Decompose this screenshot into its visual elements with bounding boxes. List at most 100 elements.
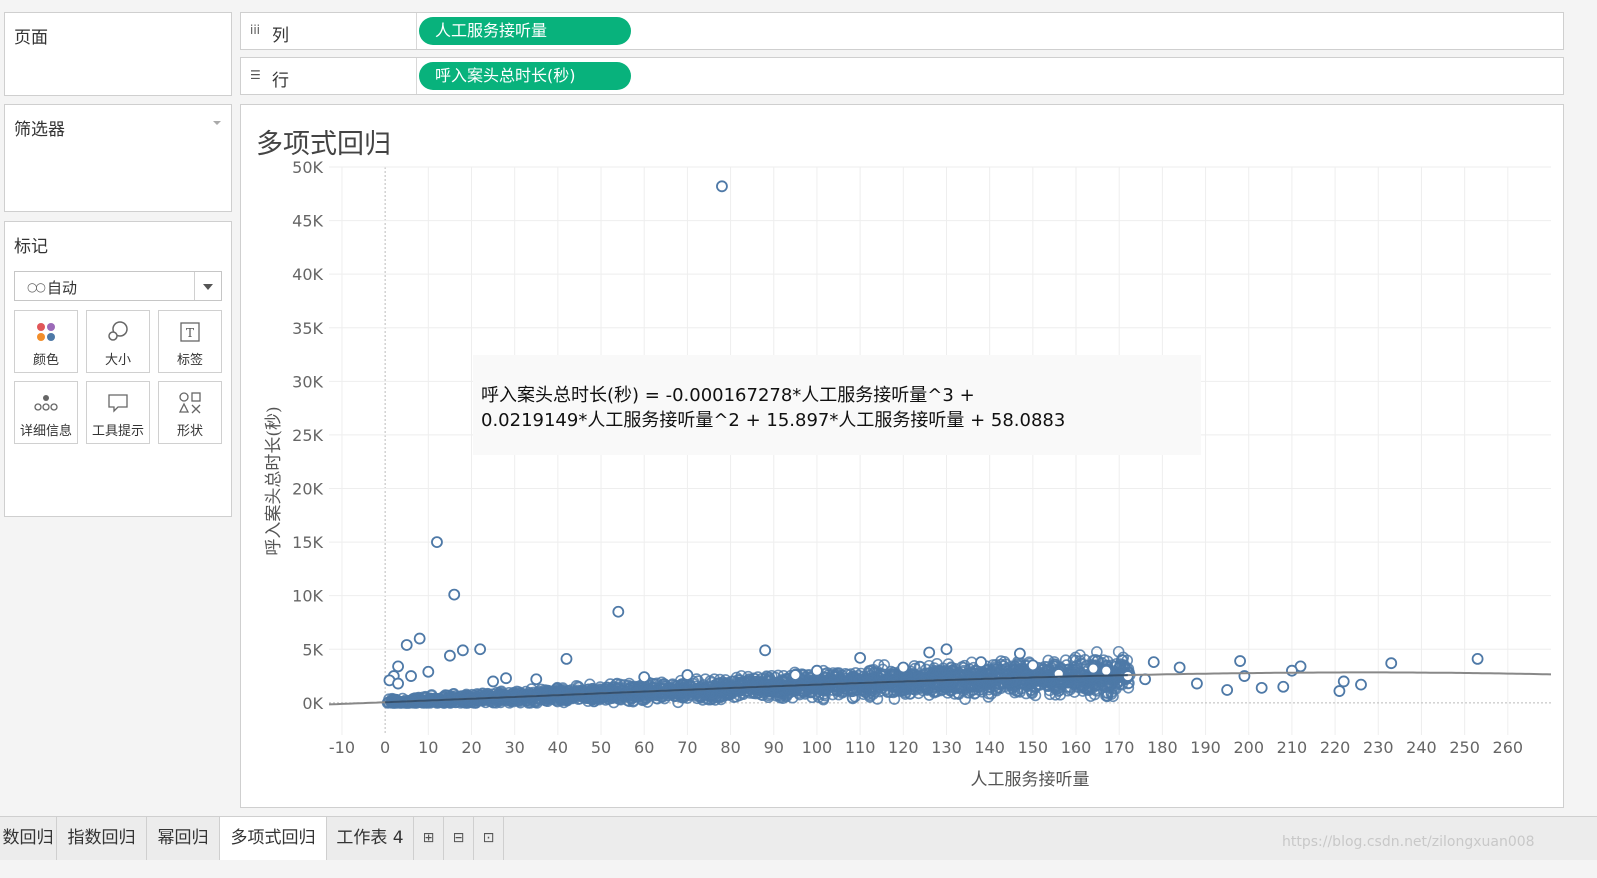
data-point bbox=[1087, 662, 1100, 675]
data-point bbox=[759, 644, 772, 657]
data-point bbox=[716, 180, 728, 193]
data-point bbox=[560, 653, 573, 665]
data-point bbox=[871, 693, 884, 705]
x-tick-label: 220 bbox=[1320, 738, 1351, 757]
sheet-title: 多项式回归 bbox=[256, 129, 391, 160]
columns-field-pill[interactable]: 人工服务接听量 bbox=[419, 17, 631, 45]
data-point bbox=[1013, 647, 1026, 660]
x-tick-label: 260 bbox=[1493, 738, 1524, 757]
data-point bbox=[1064, 683, 1077, 696]
y-tick-label: 20K bbox=[292, 480, 323, 499]
data-point bbox=[948, 662, 961, 675]
marks-title: 标记 bbox=[14, 237, 48, 257]
x-tick-label: 80 bbox=[720, 738, 740, 757]
data-point bbox=[658, 682, 671, 695]
filters-panel[interactable]: 筛选器 bbox=[4, 104, 232, 212]
data-point bbox=[854, 651, 867, 664]
size-button[interactable]: 大小 bbox=[86, 310, 150, 373]
shelf-divider bbox=[416, 58, 417, 94]
data-point bbox=[872, 659, 885, 671]
data-point bbox=[636, 693, 649, 706]
mark-type-value: 自动 bbox=[47, 279, 78, 297]
y-tick-label: 50K bbox=[292, 158, 323, 177]
x-tick-label: 200 bbox=[1233, 738, 1264, 757]
data-point bbox=[913, 671, 925, 684]
x-tick-label: 100 bbox=[802, 738, 833, 757]
x-tick-label: 130 bbox=[931, 738, 962, 757]
columns-shelf[interactable]: iii 列 人工服务接听量 bbox=[240, 12, 1564, 50]
y-tick-label: 15K bbox=[292, 533, 323, 552]
data-point bbox=[773, 677, 786, 690]
detail-icon bbox=[15, 391, 77, 415]
x-tick-label: 210 bbox=[1277, 738, 1308, 757]
automatic-marks-icon: ○○ bbox=[27, 280, 46, 294]
sheet-tab-bar: 数回归 指数回归 幂回归 多项式回归 工作表 4 ⊞ ⊟ ⊡ bbox=[0, 816, 1597, 860]
data-point bbox=[1116, 658, 1129, 671]
data-point bbox=[565, 692, 577, 704]
tab-worksheet-4[interactable]: 工作表 4 bbox=[327, 817, 414, 860]
new-story-icon[interactable]: ⊡ bbox=[474, 817, 504, 860]
data-point bbox=[456, 644, 469, 657]
scatter-chart[interactable]: -10 0 10 20 30 40 50 60 70 80 90 100 110 120 130 140 150… bbox=[241, 105, 1563, 807]
filters-menu-icon[interactable] bbox=[213, 121, 221, 125]
chevron-down-icon[interactable] bbox=[203, 284, 213, 290]
data-point bbox=[827, 667, 839, 679]
pages-panel[interactable]: 页面 bbox=[4, 12, 232, 96]
data-point bbox=[1093, 679, 1105, 691]
data-point bbox=[480, 689, 492, 701]
data-point bbox=[927, 664, 940, 677]
data-point bbox=[1255, 681, 1268, 694]
x-tick-label: 230 bbox=[1363, 738, 1394, 757]
tab-log-regression[interactable]: 数回归 bbox=[0, 817, 57, 860]
data-point bbox=[645, 688, 657, 701]
label-button[interactable]: T 标签 bbox=[158, 310, 222, 373]
x-tick-label: 140 bbox=[974, 738, 1005, 757]
data-point bbox=[605, 684, 618, 696]
data-point bbox=[629, 684, 641, 696]
x-tick-label: -10 bbox=[329, 738, 355, 757]
rows-shelf-label: 行 bbox=[272, 71, 289, 91]
data-point bbox=[703, 686, 715, 699]
trend-line-overlay bbox=[385, 674, 1128, 704]
trend-equation-line-2: 0.0219149*人工服务接听量^2 + 15.897*人工服务接听量 + 5… bbox=[481, 410, 1066, 431]
data-point bbox=[811, 664, 823, 677]
mark-type-dropdown[interactable]: ○○ 自动 bbox=[14, 271, 222, 301]
data-point bbox=[1091, 646, 1103, 658]
data-point bbox=[638, 671, 651, 684]
data-point bbox=[392, 677, 404, 690]
data-point bbox=[1101, 690, 1113, 703]
data-point bbox=[1036, 664, 1049, 677]
new-dashboard-icon[interactable]: ⊟ bbox=[444, 817, 474, 860]
rows-field-pill[interactable]: 呼入案头总时长(秒) bbox=[419, 62, 631, 90]
data-point bbox=[749, 678, 762, 691]
tab-power-regression[interactable]: 幂回归 bbox=[147, 817, 220, 860]
data-point bbox=[448, 588, 461, 601]
data-point bbox=[1173, 661, 1186, 674]
data-point bbox=[959, 693, 971, 705]
color-button[interactable]: 颜色 bbox=[14, 310, 78, 373]
data-point bbox=[681, 669, 694, 681]
new-worksheet-icon[interactable]: ⊞ bbox=[414, 817, 444, 860]
y-tick-label: 45K bbox=[292, 212, 323, 231]
tooltip-label: 工具提示 bbox=[91, 424, 144, 439]
data-point bbox=[1002, 676, 1015, 688]
chart-view[interactable]: -10 0 10 20 30 40 50 60 70 80 90 100 110 120 130 140 150… bbox=[240, 104, 1564, 808]
data-point bbox=[1067, 654, 1080, 666]
detail-button[interactable]: 详细信息 bbox=[14, 381, 78, 444]
data-point bbox=[1471, 653, 1484, 665]
y-tick-label: 30K bbox=[292, 372, 323, 391]
y-tick-label: 5K bbox=[302, 640, 323, 659]
size-label: 大小 bbox=[104, 353, 131, 368]
tooltip-button[interactable]: 工具提示 bbox=[86, 381, 150, 444]
data-point bbox=[1355, 678, 1367, 691]
data-point bbox=[400, 639, 413, 651]
data-point bbox=[986, 665, 999, 677]
tab-polynomial-regression[interactable]: 多项式回归 bbox=[220, 817, 327, 860]
data-point bbox=[1021, 680, 1034, 693]
rows-shelf[interactable]: ☰ 行 呼入案头总时长(秒) bbox=[240, 57, 1564, 95]
shape-button[interactable]: 形状 bbox=[158, 381, 222, 444]
y-tick-label: 35K bbox=[292, 319, 323, 338]
x-tick-label: 60 bbox=[634, 738, 654, 757]
tab-exponential-regression[interactable]: 指数回归 bbox=[57, 817, 147, 860]
data-point bbox=[839, 667, 852, 680]
